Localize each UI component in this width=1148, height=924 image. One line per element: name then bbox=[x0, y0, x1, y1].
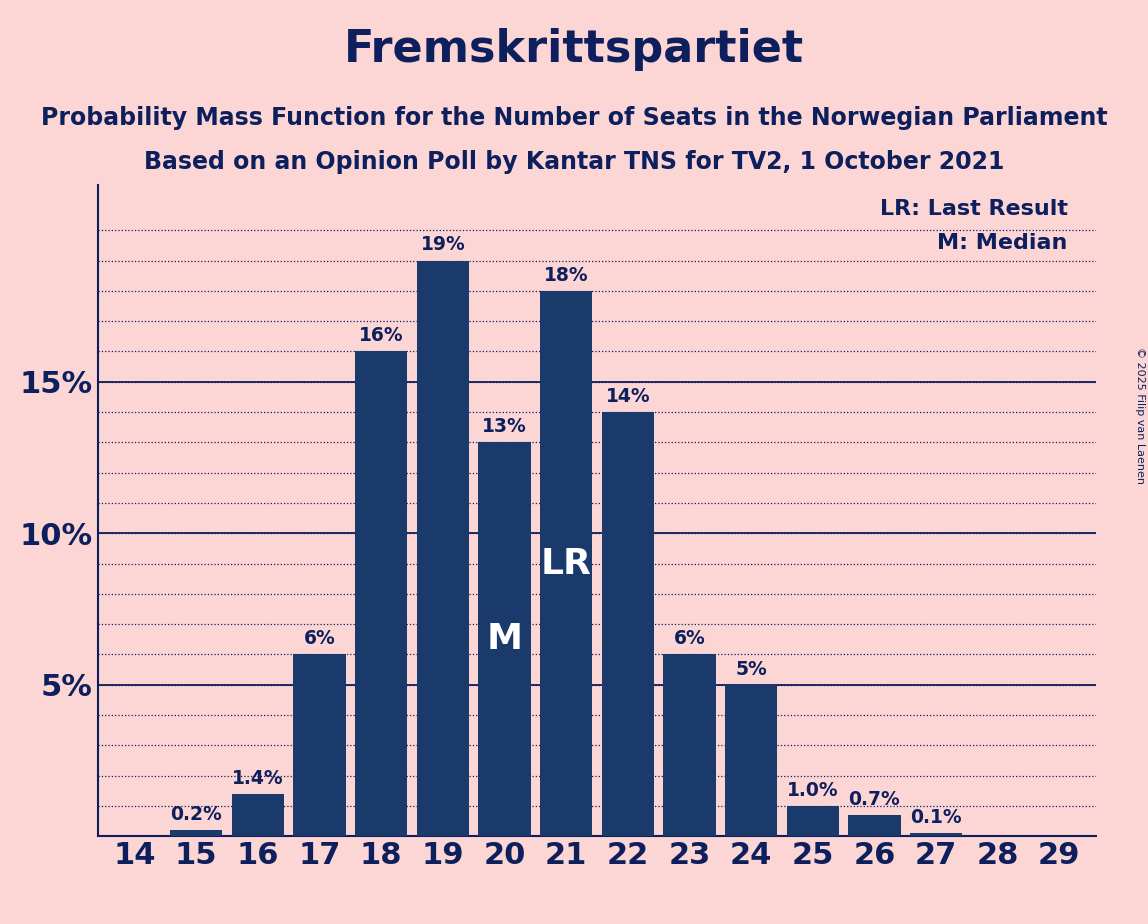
Text: Fremskrittspartiet: Fremskrittspartiet bbox=[344, 28, 804, 71]
Text: 19%: 19% bbox=[420, 236, 465, 254]
Bar bbox=[664, 654, 715, 836]
Text: 0.1%: 0.1% bbox=[910, 808, 962, 827]
Bar bbox=[540, 291, 592, 836]
Bar bbox=[910, 833, 962, 836]
Text: 1.4%: 1.4% bbox=[232, 769, 284, 788]
Text: M: Median: M: Median bbox=[937, 233, 1068, 253]
Bar bbox=[848, 815, 900, 836]
Bar bbox=[786, 806, 839, 836]
Bar bbox=[170, 830, 223, 836]
Text: 5%: 5% bbox=[735, 660, 767, 678]
Bar bbox=[294, 654, 346, 836]
Text: 6%: 6% bbox=[304, 629, 335, 649]
Text: 6%: 6% bbox=[674, 629, 705, 649]
Bar bbox=[355, 351, 408, 836]
Text: 0.2%: 0.2% bbox=[170, 805, 222, 824]
Bar bbox=[602, 412, 654, 836]
Text: 13%: 13% bbox=[482, 418, 527, 436]
Bar bbox=[724, 685, 777, 836]
Text: 18%: 18% bbox=[544, 266, 589, 285]
Text: 16%: 16% bbox=[359, 326, 403, 346]
Text: Based on an Opinion Poll by Kantar TNS for TV2, 1 October 2021: Based on an Opinion Poll by Kantar TNS f… bbox=[144, 150, 1004, 174]
Text: Probability Mass Function for the Number of Seats in the Norwegian Parliament: Probability Mass Function for the Number… bbox=[40, 106, 1108, 130]
Text: LR: LR bbox=[541, 546, 591, 580]
Bar bbox=[417, 261, 470, 836]
Bar bbox=[479, 443, 530, 836]
Text: 0.7%: 0.7% bbox=[848, 790, 900, 808]
Text: M: M bbox=[487, 622, 522, 656]
Text: LR: Last Result: LR: Last Result bbox=[879, 199, 1068, 219]
Bar bbox=[232, 794, 284, 836]
Text: 14%: 14% bbox=[605, 387, 650, 406]
Text: © 2025 Filip van Laenen: © 2025 Filip van Laenen bbox=[1135, 347, 1145, 484]
Text: 1.0%: 1.0% bbox=[786, 781, 838, 800]
